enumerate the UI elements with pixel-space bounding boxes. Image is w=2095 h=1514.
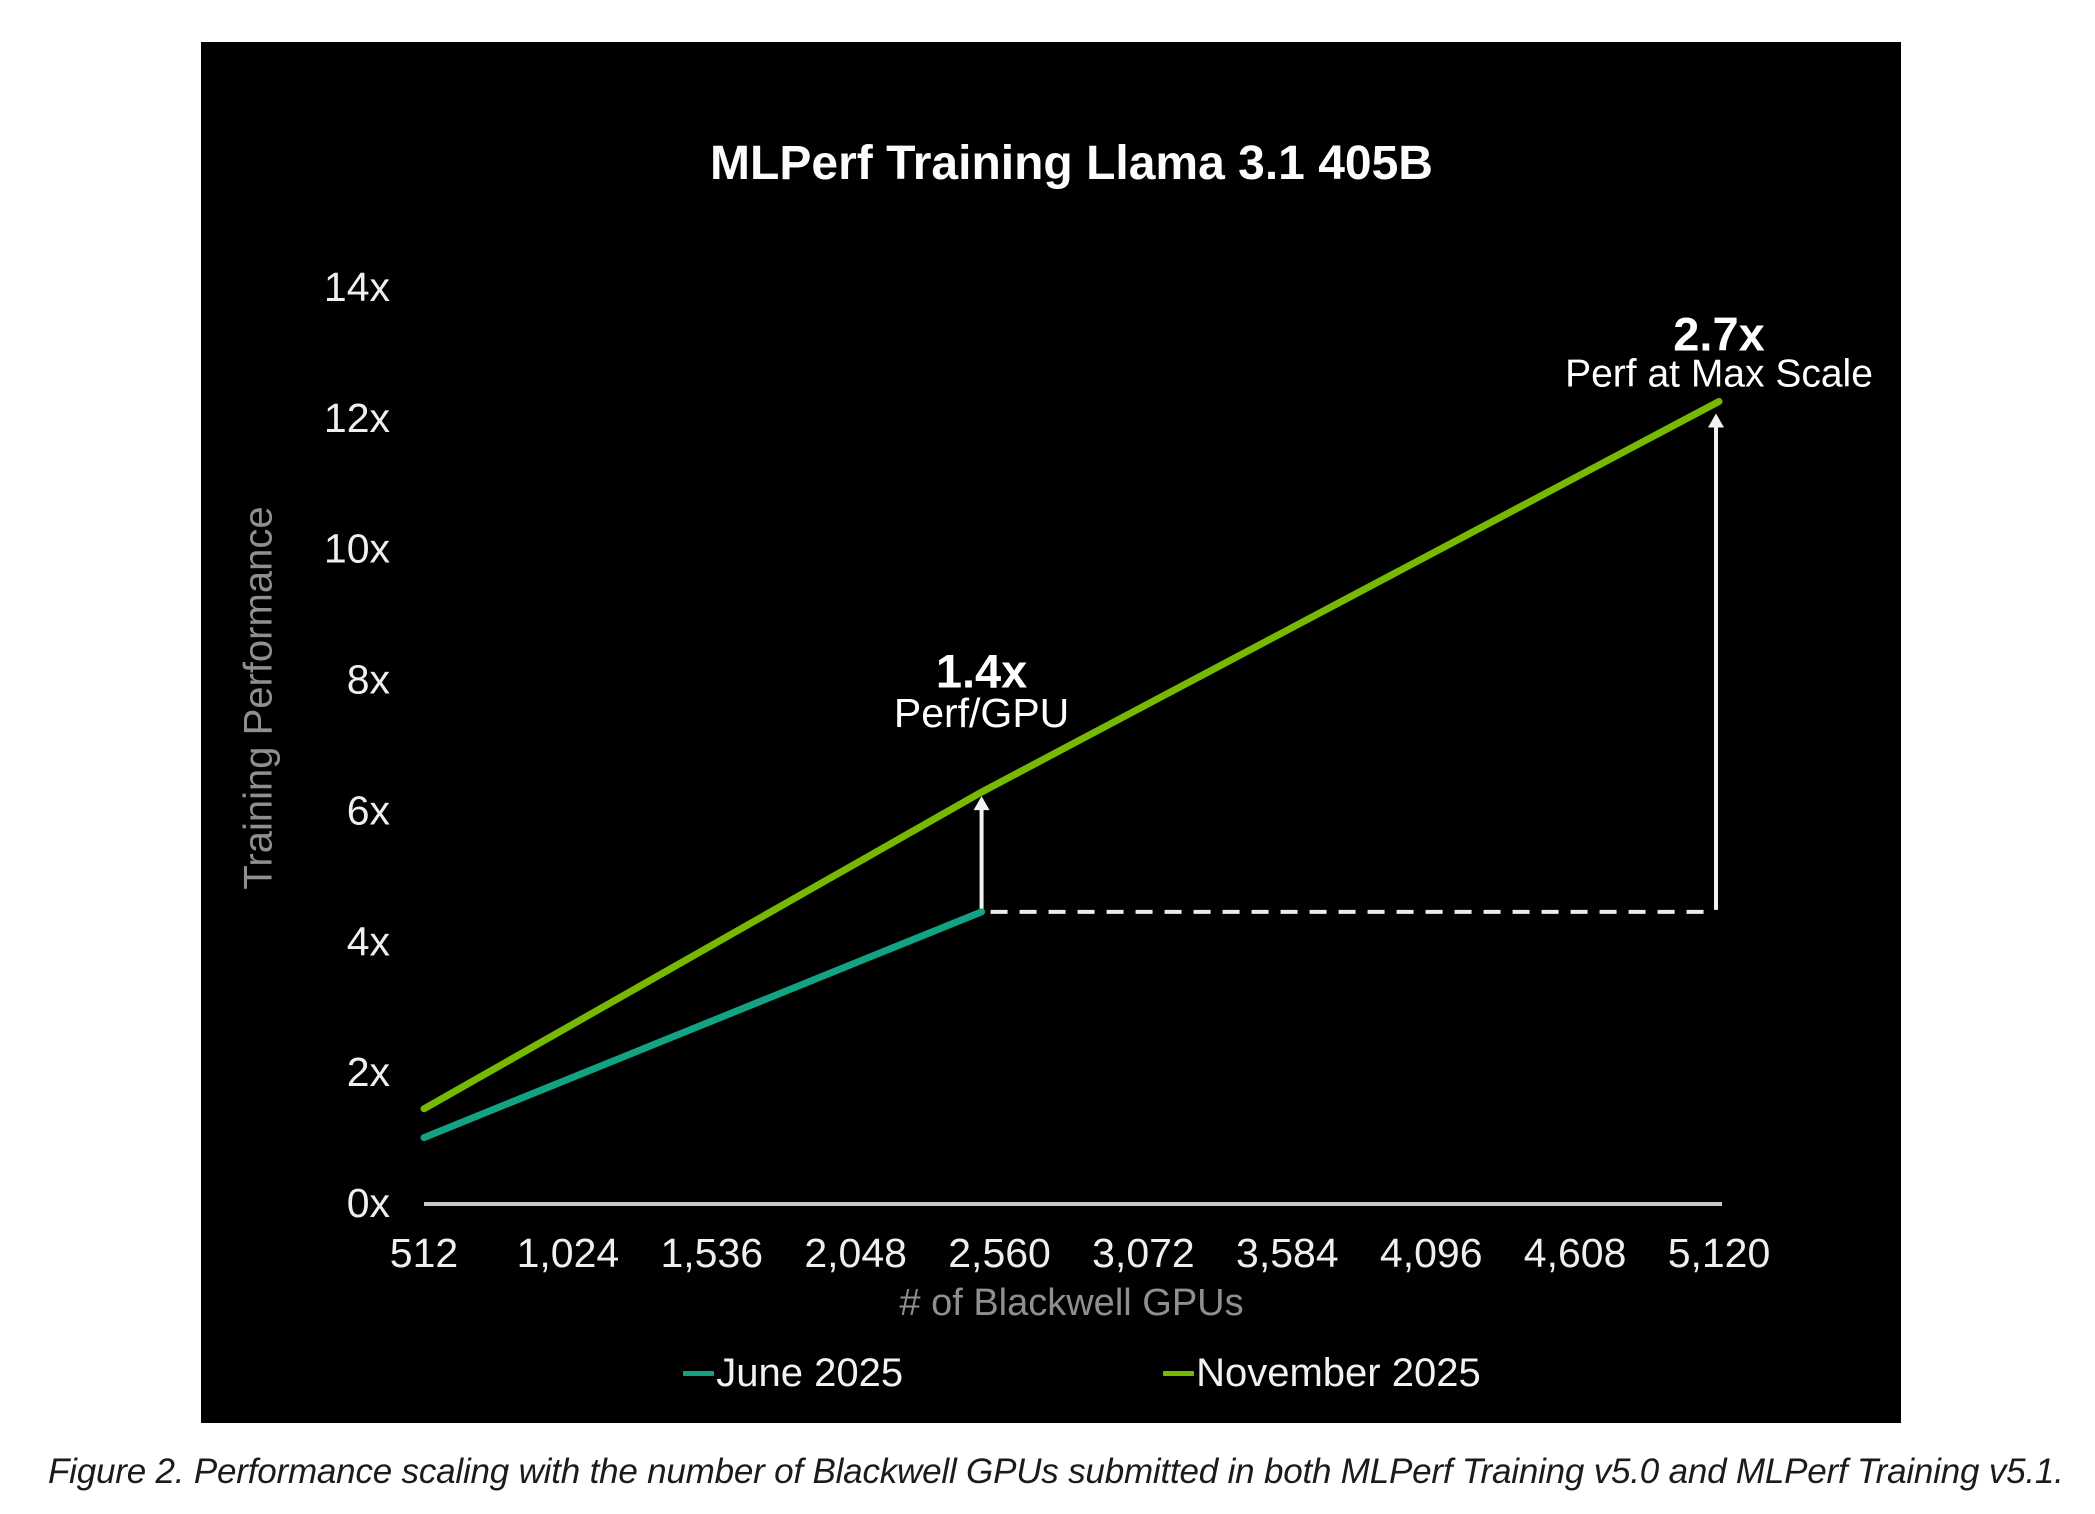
y-axis-title: Training Performance: [236, 506, 281, 890]
x-tick-label-4608: 4,608: [1524, 1230, 1627, 1276]
series-line-november-2025: [420, 397, 1723, 1113]
x-axis-title: # of Blackwell GPUs: [899, 1282, 1244, 1324]
y-tick-label-6x: 6x: [347, 787, 391, 833]
november-2025-line-swatch: [1163, 1370, 1195, 1376]
chart-legend: June 2025 November 2025: [452, 1346, 1712, 1400]
y-tick-label-12x: 12x: [324, 395, 391, 441]
annotation-value-0: 1.4x: [936, 645, 1027, 698]
chart-title: MLPerf Training Llama 3.1 405B: [710, 137, 1433, 190]
line-chart: 0x 2x 4x 6x 8x 10x 12x 14x 512 1,024 1,536 2,048 2,5…: [324, 264, 1873, 1276]
x-tick-label-3072: 3,072: [1092, 1230, 1195, 1276]
y-tick-label-8x: 8x: [347, 657, 391, 703]
x-tick-label-1024: 1,024: [517, 1230, 620, 1276]
figure-caption: Figure 2. Performance scaling with the n…: [48, 1452, 2064, 1491]
june-2025-line-swatch: [683, 1370, 715, 1376]
x-tick-label-2048: 2,048: [804, 1230, 907, 1276]
legend-label-november-2025: November 2025: [1196, 1351, 1481, 1395]
y-tick-label-2x: 2x: [347, 1049, 391, 1095]
y-tick-label-4x: 4x: [347, 918, 391, 964]
x-tick-label-5120: 5,120: [1668, 1230, 1771, 1276]
legend-item-june-2025: June 2025: [683, 1346, 903, 1400]
y-tick-label-14x: 14x: [324, 264, 391, 310]
x-tick-label-3584: 3,584: [1236, 1230, 1339, 1276]
annotation-label-0: Perf/GPU: [894, 690, 1069, 736]
series-line-june-2025: [420, 908, 986, 1142]
annotation-arrow-head-0: [973, 796, 990, 811]
x-tick-label-1536: 1,536: [660, 1230, 763, 1276]
x-tick-label-512: 512: [390, 1230, 458, 1276]
x-tick-label-4096: 4,096: [1380, 1230, 1483, 1276]
y-tick-label-10x: 10x: [324, 526, 391, 572]
legend-label-june-2025: June 2025: [716, 1351, 904, 1395]
annotation-label-1: Perf at Max Scale: [1565, 353, 1873, 396]
y-tick-label-0x: 0x: [347, 1180, 391, 1226]
annotation-arrow-head-1: [1708, 413, 1724, 428]
annotation-value-1: 2.7x: [1673, 308, 1764, 361]
legend-item-november-2025: November 2025: [1163, 1346, 1481, 1400]
chart-panel: MLPerf Training Llama 3.1 405B 0x 2x 4x 6x 8…: [201, 42, 1901, 1423]
x-tick-label-2560: 2,560: [948, 1230, 1051, 1276]
